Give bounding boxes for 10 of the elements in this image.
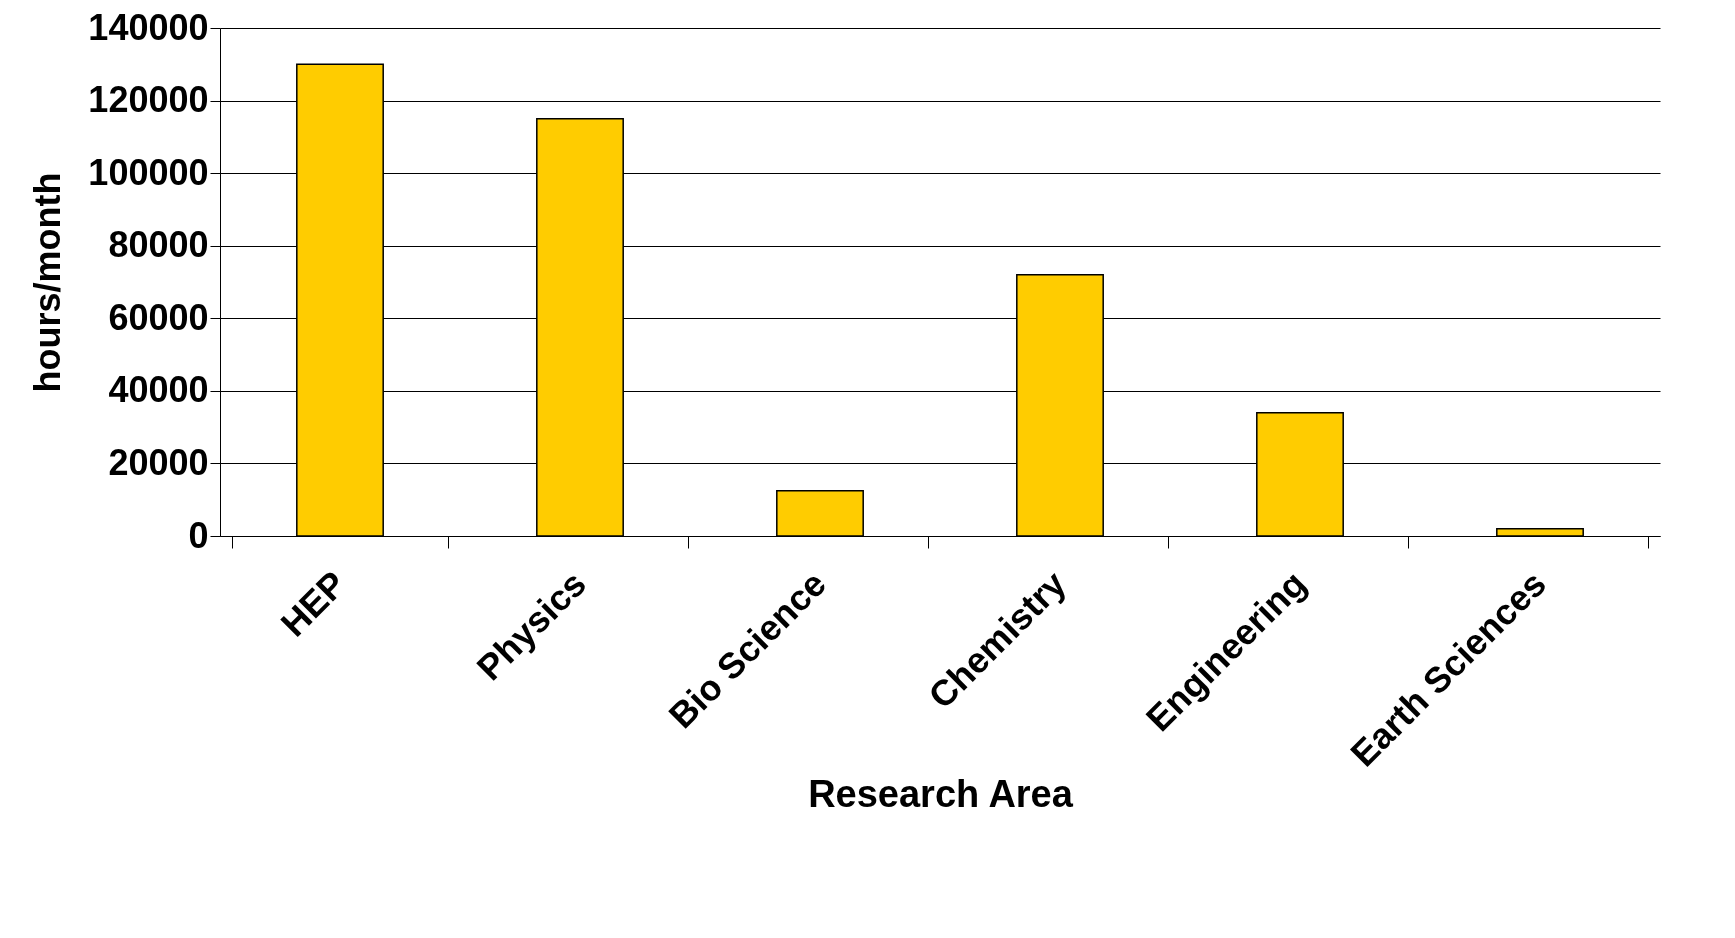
x-axis-title: Research Area (808, 772, 1074, 815)
y-tick-label: 60000 (108, 296, 209, 338)
y-tick-label: 40000 (108, 369, 209, 411)
y-tick-label: 100000 (88, 151, 209, 193)
y-tick-label: 120000 (88, 79, 209, 121)
y-tick-label: 80000 (108, 224, 209, 266)
y-tick-label: 20000 (108, 441, 209, 483)
y-tick-label: 0 (188, 514, 209, 556)
y-tick-label: 140000 (88, 6, 209, 48)
y-axis-title: hours/month (27, 172, 69, 393)
